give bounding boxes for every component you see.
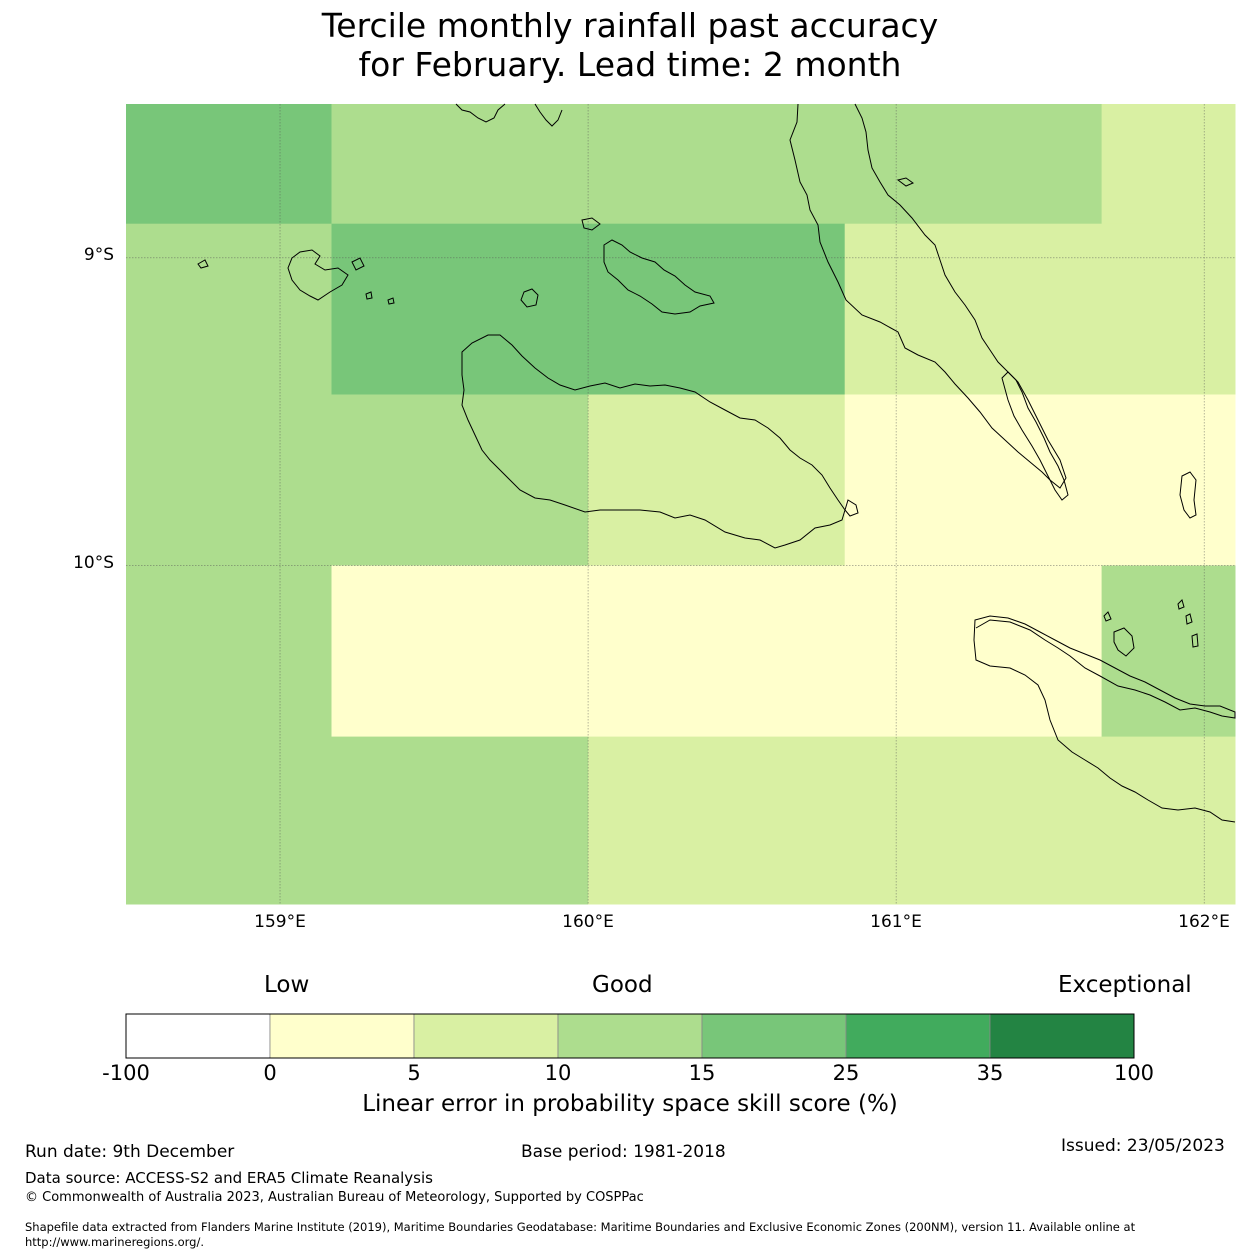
shapefile-credit-line-2: http://www.marineregions.org/. (25, 1235, 204, 1249)
data-source: Data source: ACCESS-S2 and ERA5 Climate … (25, 1169, 433, 1187)
skill-cell (126, 104, 332, 225)
skill-cell (126, 223, 332, 395)
category-good-label: Good (592, 972, 653, 998)
skill-cell (844, 394, 1236, 567)
colorbar-frame (125, 1013, 1135, 1059)
colorbar-tick-label: -100 (102, 1061, 150, 1085)
category-low-label: Low (264, 972, 310, 998)
coastline-sikaiana (1179, 471, 1197, 519)
skill-cell (126, 565, 332, 738)
coastline-malaita-south (1001, 371, 1069, 501)
copyright: © Commonwealth of Australia 2023, Austra… (25, 1190, 644, 1205)
coastlines (197, 103, 1236, 823)
skill-cell (1101, 104, 1236, 225)
skill-cell (331, 104, 1103, 225)
lat-tick-label: 9°S (83, 245, 114, 265)
colorbar-swatch (557, 1013, 703, 1059)
graticule (126, 104, 1235, 904)
coastline-islet-se-3 (1177, 599, 1185, 610)
lon-tick-label: 159°E (254, 912, 306, 932)
skill-cell (844, 223, 1236, 395)
colorbar-tick-label: 0 (263, 1061, 277, 1085)
colorbar-swatch (269, 1013, 415, 1059)
issued-date: Issued: 23/05/2023 (1061, 1136, 1225, 1156)
coastline-savo (520, 288, 539, 308)
skill-cell (588, 394, 846, 567)
colorbar-swatch (989, 1013, 1135, 1059)
colorbar-swatch (845, 1013, 991, 1059)
shapefile-credit-line-1: Shapefile data extracted from Flanders M… (25, 1220, 1136, 1234)
coastline-guadalcanal-cape (844, 499, 859, 517)
run-date: Run date: 9th December (25, 1142, 235, 1162)
skill-cell (126, 736, 589, 905)
skill-grid (126, 104, 1236, 905)
coastline-north-fragment (534, 103, 563, 127)
category-exceptional-label: Exceptional (1058, 972, 1192, 998)
colorbar-tick-label: 10 (544, 1061, 572, 1085)
coastline-western-islet (197, 259, 209, 269)
skill-cell (331, 565, 1103, 738)
colorbar-swatch (701, 1013, 847, 1059)
lon-tick-label: 160°E (562, 912, 614, 932)
coastline-ulawa (1113, 627, 1135, 657)
skill-cell (588, 736, 1236, 905)
coastline-isabel-islet (896, 177, 915, 187)
chart-title: Tercile monthly rainfall past accuracy f… (0, 6, 1260, 84)
title-line-2: for February. Lead time: 2 month (358, 45, 902, 84)
colorbar-swatch (125, 1013, 271, 1059)
coastline-guadalcanal (461, 334, 846, 549)
skill-cell (1101, 565, 1236, 738)
skill-cell (126, 394, 589, 567)
coastline-nggela-north (581, 217, 601, 231)
colorbar-tick-label: 100 (1113, 1061, 1155, 1085)
base-period: Base period: 1981-2018 (521, 1142, 726, 1162)
coastline-nggela (603, 239, 715, 315)
coastline-makira (973, 615, 1236, 823)
lon-tick-label: 161°E (870, 912, 922, 932)
colorbar-tick-label: 35 (976, 1061, 1004, 1085)
title-line-1: Tercile monthly rainfall past accuracy (321, 6, 939, 45)
coastline-islet-se-4 (1191, 633, 1199, 648)
colorbar-swatch (413, 1013, 559, 1059)
colorbar-title: Linear error in probability space skill … (362, 1091, 898, 1117)
coastline-small-islet-1 (387, 297, 395, 305)
lat-tick-label: 10°S (73, 553, 114, 573)
colorbar-tick-label: 25 (832, 1061, 860, 1085)
colorbar (125, 1013, 1135, 1059)
coastline-small-islet-2 (365, 291, 373, 300)
lon-tick-label: 162°E (1178, 912, 1230, 932)
coastline-islet-se-1 (1103, 611, 1112, 622)
coastline-new-georgia-tip (455, 103, 506, 123)
colorbar-tick-label: 15 (688, 1061, 716, 1085)
coastline-russell (287, 249, 349, 301)
colorbar-tick-label: 5 (407, 1061, 421, 1085)
coastline-islet-se-2 (1185, 613, 1193, 625)
coastline-russell-east (351, 257, 365, 271)
